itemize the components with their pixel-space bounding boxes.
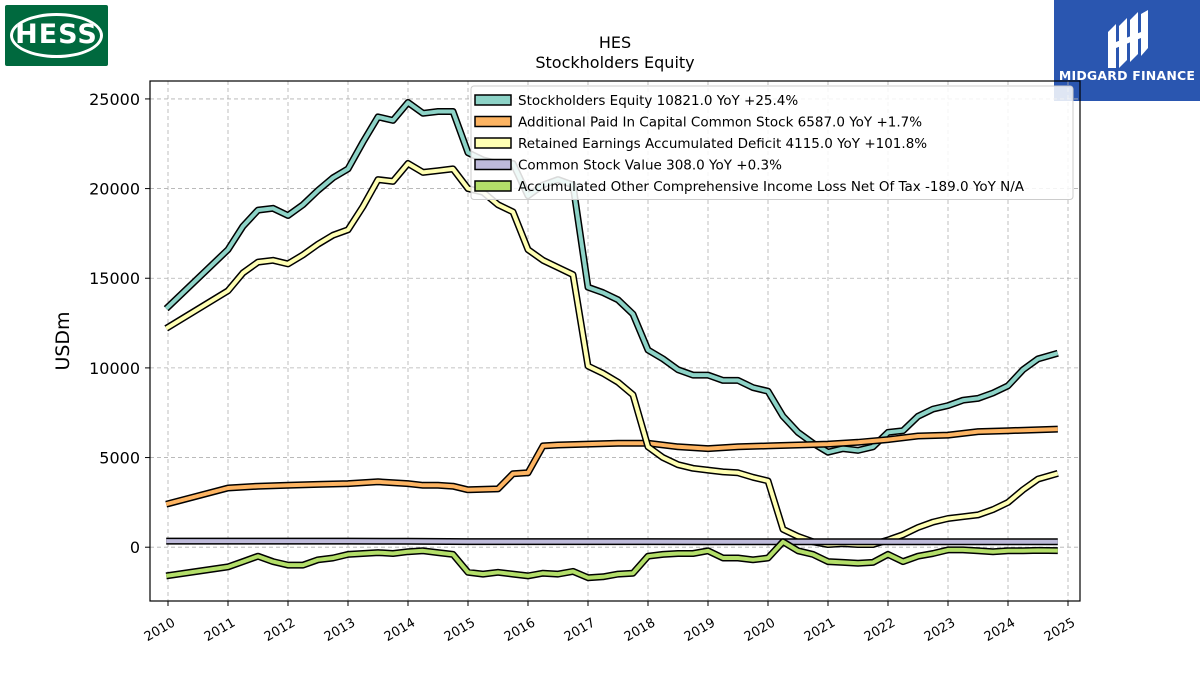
- x-tick-label: 2017: [562, 615, 598, 645]
- x-tick-label: 2022: [862, 615, 898, 645]
- x-tick-label: 2014: [382, 615, 418, 645]
- midgard-brand-text: MIDGARD FINANCE: [1058, 68, 1196, 83]
- x-tick-label: 2020: [742, 615, 778, 645]
- legend-label: Accumulated Other Comprehensive Income L…: [518, 179, 1025, 195]
- midgard-mark-icon: [1108, 10, 1148, 68]
- chart-title: HES: [599, 33, 631, 52]
- series-line: [164, 100, 1059, 455]
- legend: Stockholders Equity 10821.0 YoY +25.4% Ad…: [470, 85, 1074, 200]
- x-tick-label: 2013: [322, 615, 358, 645]
- series-line: [166, 539, 1058, 544]
- legend-box: [470, 85, 1074, 200]
- midgard-finance-logo: MIDGARD FINANCE: [1054, 0, 1200, 101]
- legend-swatch: [474, 137, 512, 149]
- legend-swatch: [474, 94, 512, 106]
- logo-oval-shape: [10, 13, 103, 58]
- series-line: [165, 161, 1059, 547]
- y-tick-label: 15000: [89, 269, 140, 288]
- x-tick-label: 2018: [622, 615, 658, 645]
- y-tick-label: 20000: [89, 180, 140, 199]
- y-tick-label: 25000: [89, 90, 140, 109]
- legend-swatch: [474, 115, 512, 128]
- hess-logo: HESS: [5, 5, 108, 66]
- legend-label: Retained Earnings Accumulated Deficit 41…: [518, 136, 927, 152]
- x-tick-label: 2015: [442, 615, 478, 645]
- x-tick-label: 2021: [802, 615, 838, 645]
- legend-swatch: [474, 180, 512, 192]
- series-lines: [163, 99, 1059, 582]
- hess-logo-text: HESS: [15, 19, 98, 50]
- series-line-outline: [165, 425, 1058, 508]
- x-tick-label: 2023: [922, 615, 958, 645]
- x-tick-label: 2019: [682, 615, 718, 645]
- y-tick-label: 0: [130, 538, 140, 557]
- y-tick-label: 10000: [89, 359, 140, 378]
- x-tick-label: 2016: [502, 615, 538, 645]
- legend-label: Additional Paid In Capital Common Stock …: [518, 115, 922, 131]
- y-tick-label: 5000: [99, 449, 140, 468]
- x-tick-label: 2025: [1042, 615, 1078, 645]
- x-tick-label: 2010: [142, 615, 178, 645]
- legend-label: Stockholders Equity 10821.0 YoY +25.4%: [518, 93, 798, 109]
- chart-subtitle: Stockholders Equity: [535, 53, 694, 72]
- x-axis: 2010 2011 2012 2013 2014 2015 2016 2017 2018 2019…: [142, 601, 1078, 645]
- legend-swatch: [474, 158, 512, 171]
- y-axis: 0 5000 10000 15000 20000 25000: [89, 90, 150, 557]
- series-line: [165, 539, 1058, 580]
- legend-label: Common Stock Value 308.0 YoY +0.3%: [518, 158, 782, 174]
- x-tick-label: 2012: [262, 615, 298, 645]
- x-tick-label: 2011: [202, 615, 238, 645]
- series-line: [165, 427, 1058, 507]
- x-tick-label: 2024: [982, 615, 1018, 645]
- y-axis-label: USDm: [52, 311, 74, 370]
- plot-frame: [149, 80, 1081, 602]
